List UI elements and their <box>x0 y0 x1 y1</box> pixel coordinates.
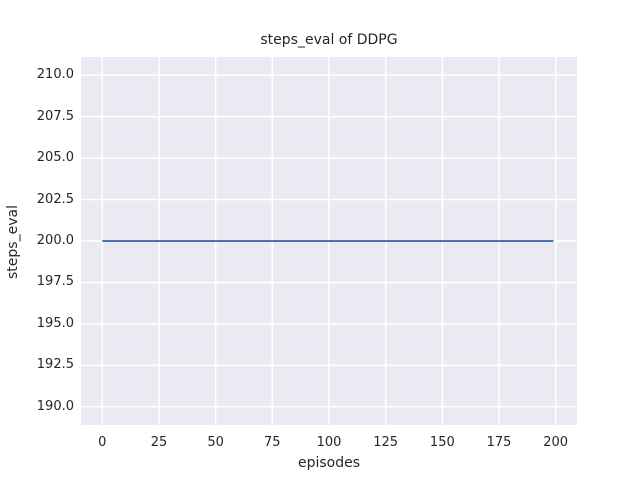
y-axis-tick-labels: 190.0 192.5 195.0 197.5 200.0 202.5 205.0 207.5… <box>0 57 74 425</box>
y-tick-label: 205.0 <box>36 150 74 166</box>
y-tick-label: 192.5 <box>36 357 74 373</box>
x-tick-label: 0 <box>98 435 107 450</box>
y-tick-label: 210.0 <box>36 67 74 83</box>
y-tick-label: 200.0 <box>36 233 74 248</box>
x-tick-label: 100 <box>316 435 342 450</box>
y-tick-label: 195.0 <box>36 315 74 331</box>
y-tick-label: 207.5 <box>36 108 74 124</box>
plot-canvas <box>81 57 577 425</box>
x-tick-label: 50 <box>207 435 224 450</box>
y-tick-label: 202.5 <box>36 191 74 207</box>
x-tick-label: 200 <box>543 435 569 450</box>
x-tick-label: 75 <box>264 435 281 450</box>
y-axis-label: steps_eval <box>5 205 21 279</box>
x-axis-tick-labels: 0 25 50 75 100 125 150 175 200 <box>81 425 577 453</box>
chart-title: steps_eval of DDPG <box>260 32 398 48</box>
x-tick-label: 150 <box>429 435 455 450</box>
y-tick-label: 197.5 <box>36 274 74 290</box>
plot-area <box>81 57 577 425</box>
x-tick-label: 25 <box>150 435 168 450</box>
x-tick-label: 175 <box>486 435 512 450</box>
y-tick-label: 190.0 <box>36 398 74 414</box>
x-tick-label: 125 <box>373 435 399 450</box>
x-axis-label: episodes <box>297 455 361 471</box>
